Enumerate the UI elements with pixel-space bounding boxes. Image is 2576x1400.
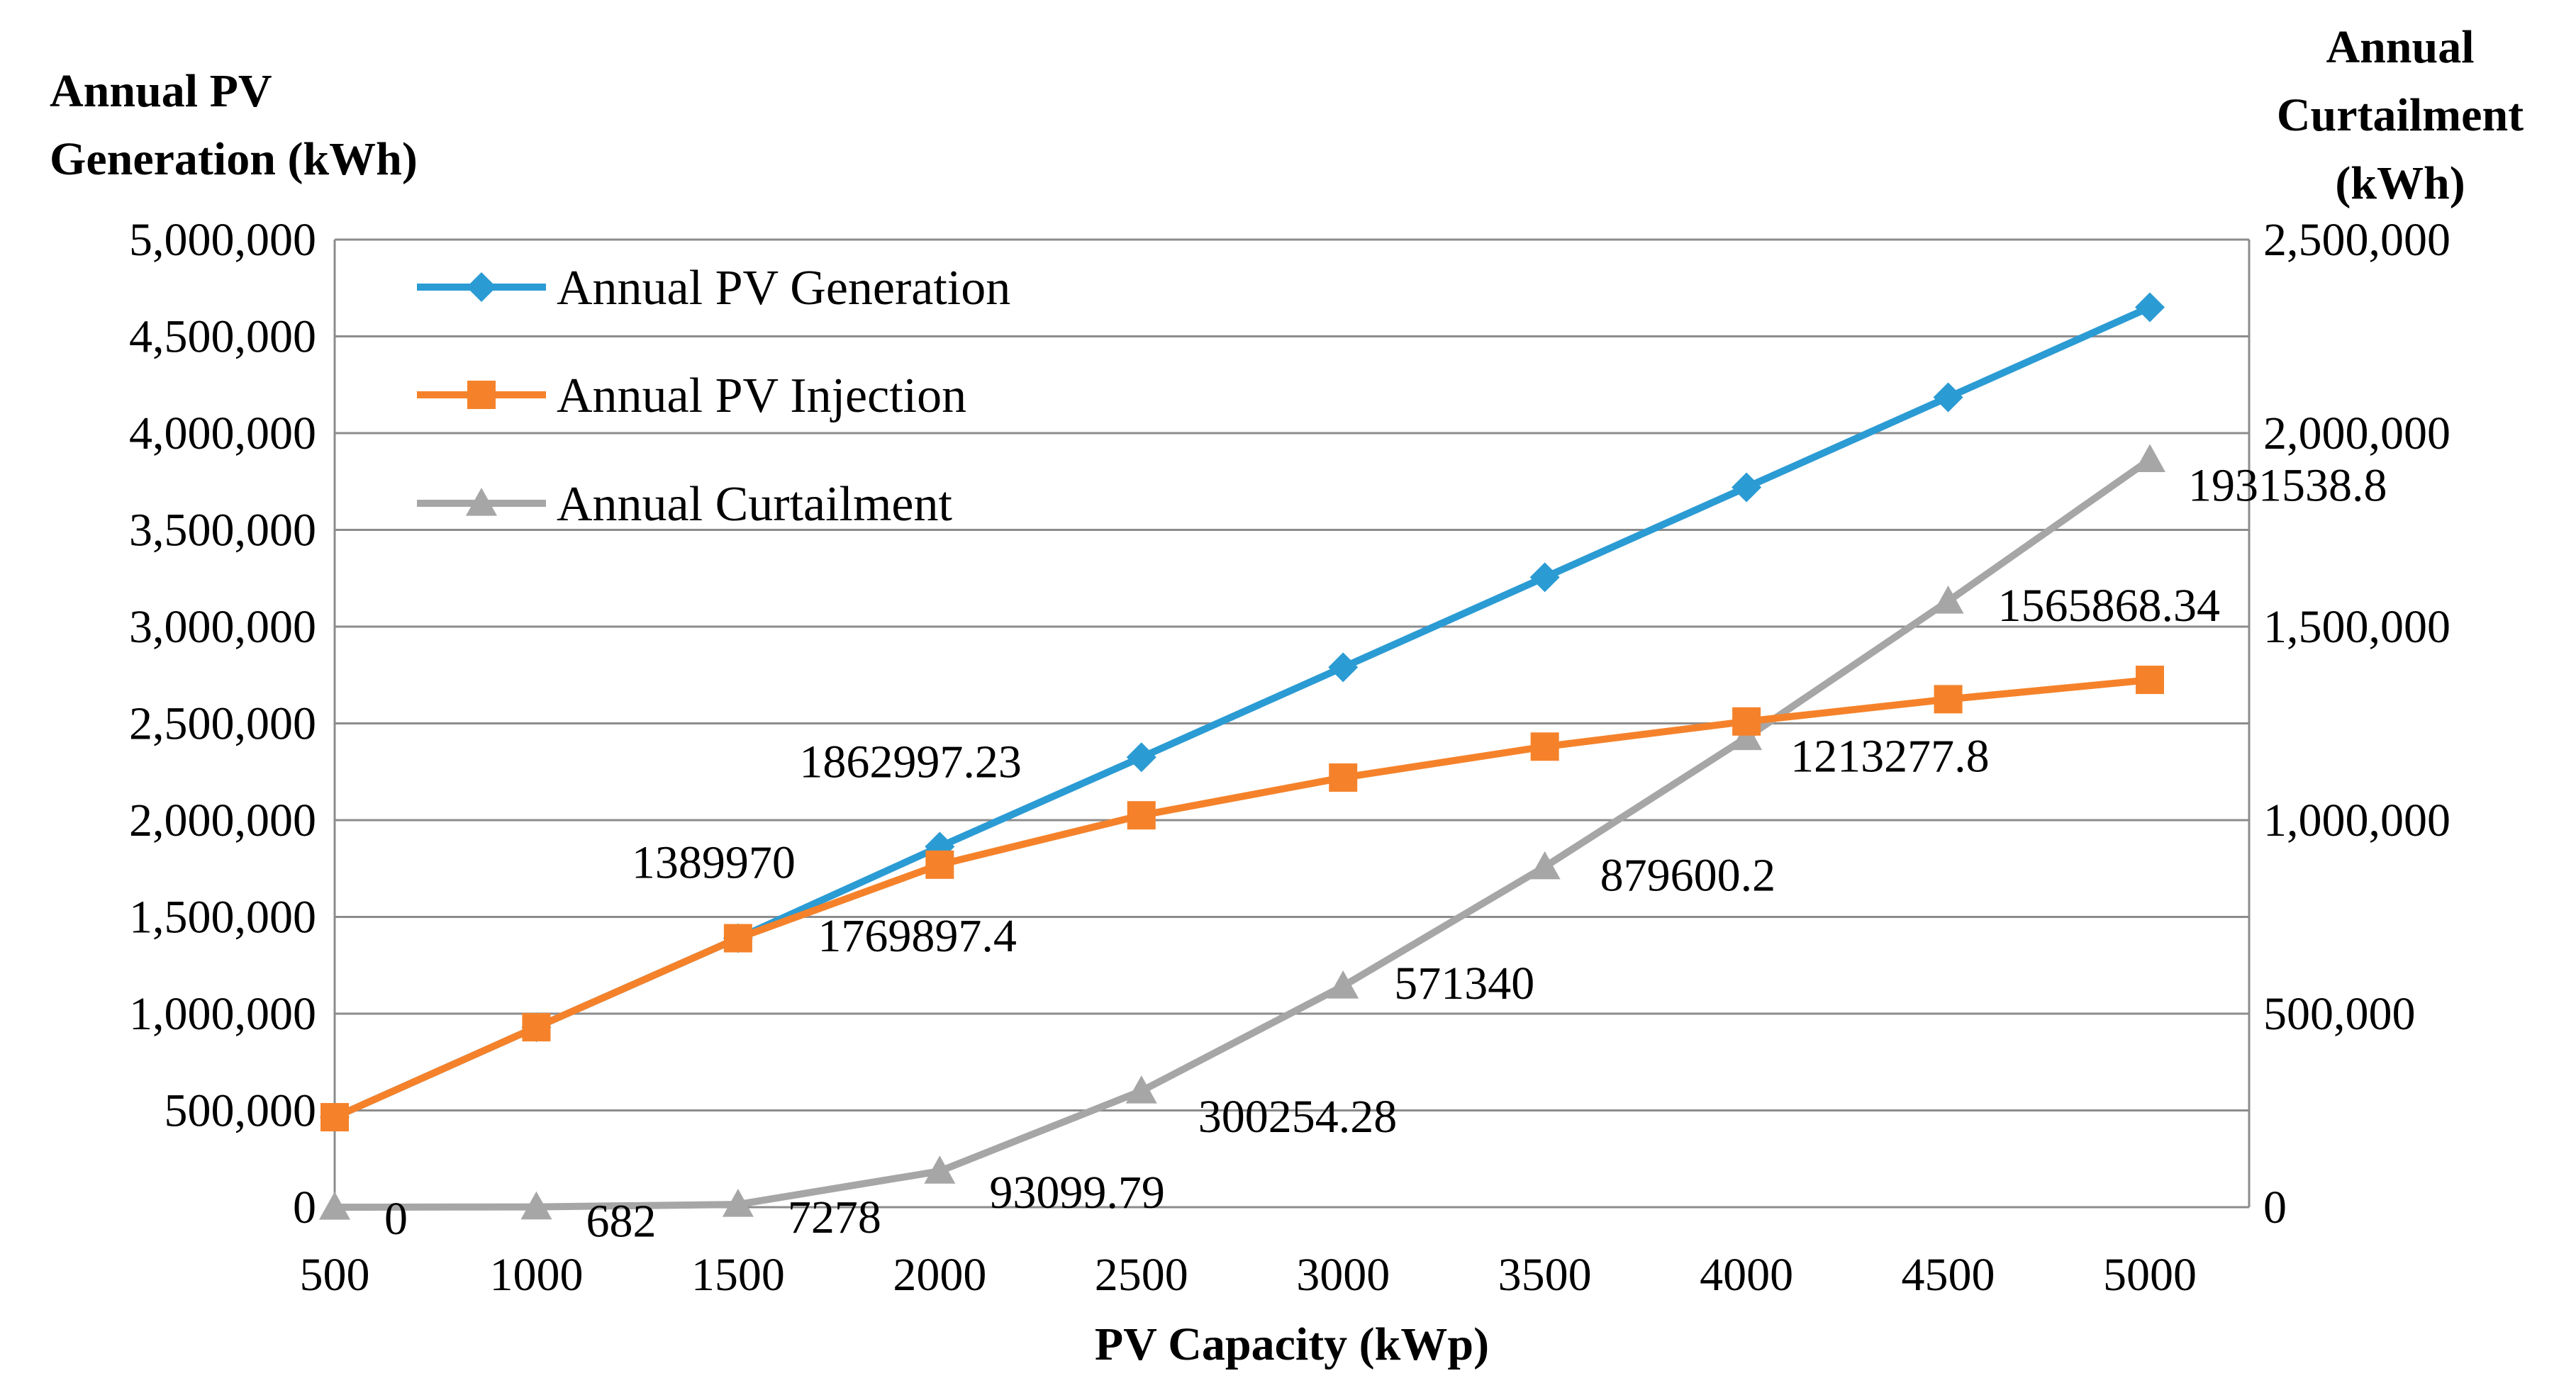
y-left-tick-label: 4,000,000 <box>129 408 316 459</box>
y-right-tick-label: 2,500,000 <box>2263 214 2450 266</box>
annual-pv-injection-line <box>333 676 2151 1121</box>
y-left-tick-label: 3,500,000 <box>129 505 316 556</box>
y-left-tick-label: 3,000,000 <box>129 601 316 653</box>
annual-pv-injection-point <box>320 1103 349 1132</box>
data-labels: 0 682 7278 93099.79 300254.28 571340 879600.2 1… <box>384 459 2387 1247</box>
x-tick-label: 2500 <box>1095 1249 1188 1301</box>
annual-curtailment-point <box>1327 970 1359 999</box>
y-right-axis-title: Annual <box>2326 21 2474 73</box>
y-right-tick-label: 1,500,000 <box>2263 601 2450 653</box>
x-tick-label: 3000 <box>1296 1249 1390 1301</box>
legend-annual-pv-generation-label: Annual PV Generation <box>557 261 1010 315</box>
tick-labels: 0 500,000 1,000,000 1,500,000 2,000,000 2,500… <box>129 214 2450 1301</box>
x-tick-label: 2000 <box>893 1249 986 1301</box>
data-label: 1213277.8 <box>1790 731 1990 783</box>
x-tick-label: 1000 <box>489 1249 583 1301</box>
annual-pv-injection-point <box>1127 801 1156 830</box>
data-label: 571340 <box>1394 958 1534 1009</box>
data-label: 0 <box>384 1193 408 1245</box>
legend-annual-pv-generation-marker <box>467 272 496 302</box>
data-label: 1862997.23 <box>799 736 1022 788</box>
data-label: 93099.79 <box>989 1167 1165 1219</box>
annual-curtailment-point <box>2134 444 2165 472</box>
y-right-tick-label: 0 <box>2263 1182 2287 1233</box>
legend-annual-pv-injection-marker <box>467 381 496 409</box>
data-label: 300254.28 <box>1198 1091 1398 1143</box>
y-left-tick-label: 5,000,000 <box>129 214 316 266</box>
axis-titles: PV Capacity (kWp) Annual PV Generation (kW… <box>50 21 2524 1370</box>
annual-curtailment-point <box>1529 851 1561 880</box>
annual-curtailment-point <box>924 1155 956 1184</box>
legend-annual-curtailment-label: Annual Curtailment <box>557 477 953 532</box>
x-tick-label: 500 <box>300 1249 370 1301</box>
x-tick-label: 5000 <box>2103 1249 2197 1301</box>
annual-curtailment-point <box>1731 722 1763 751</box>
x-tick-label: 4000 <box>1700 1249 1793 1301</box>
y-right-axis-title: (kWh) <box>2335 157 2465 209</box>
y-left-tick-label: 2,500,000 <box>129 698 316 750</box>
annual-pv-generation-point <box>1328 652 1359 683</box>
annual-pv-injection-point <box>1329 763 1358 792</box>
y-left-axis-title: Generation (kWh) <box>50 133 418 185</box>
annual-curtailment-point <box>1125 1075 1157 1104</box>
data-label: 1389970 <box>632 837 796 889</box>
x-tick-label: 4500 <box>1902 1249 1995 1301</box>
annual-curtailment-point <box>1932 586 1964 614</box>
gridlines <box>335 238 2249 1209</box>
y-left-tick-label: 500,000 <box>165 1085 317 1137</box>
series-layer <box>319 292 2165 1220</box>
annual-pv-generation-point <box>1933 382 1963 413</box>
y-left-tick-label: 1,500,000 <box>129 892 316 943</box>
annual-pv-injection-point <box>723 924 752 953</box>
annual-pv-injection-point <box>2136 666 2164 695</box>
data-label: 682 <box>586 1196 656 1248</box>
x-tick-label: 1500 <box>691 1249 785 1301</box>
x-axis-title: PV Capacity (kWp) <box>1095 1318 1489 1370</box>
data-label: 7278 <box>788 1192 881 1243</box>
annual-pv-injection-point <box>522 1013 551 1042</box>
annual-pv-injection-point <box>1732 707 1761 736</box>
y-left-axis-title: Annual PV <box>50 65 272 117</box>
y-right-tick-label: 500,000 <box>2263 988 2416 1040</box>
annual-pv-injection-point <box>925 850 954 879</box>
annual-pv-generation-point <box>1732 472 1762 503</box>
data-label: 1565868.34 <box>1998 580 2221 632</box>
y-right-tick-label: 1,000,000 <box>2263 795 2450 846</box>
annual-pv-generation-point <box>1529 562 1560 593</box>
annual-pv-injection-point <box>1934 685 1963 714</box>
annual-pv-generation-point <box>1126 742 1156 773</box>
y-right-axis-title: Curtailment <box>2277 89 2524 141</box>
y-left-tick-label: 2,000,000 <box>129 795 316 846</box>
legend: Annual PV Generation Annual PV Injection A… <box>417 261 1010 532</box>
annual-pv-injection-point <box>1530 732 1559 761</box>
annual-curtailment-point <box>319 1192 350 1220</box>
x-tick-label: 3500 <box>1498 1249 1592 1301</box>
annual-curtailment-line <box>334 457 2152 1211</box>
legend-annual-pv-injection-label: Annual PV Injection <box>557 369 966 423</box>
y-left-tick-label: 0 <box>293 1182 316 1233</box>
data-label: 1769897.4 <box>818 910 1017 962</box>
legend-annual-curtailment-marker <box>466 488 497 516</box>
data-label: 1931538.8 <box>2188 459 2387 511</box>
annual-pv-generation-point <box>2135 292 2165 323</box>
annual-curtailment-point <box>722 1189 754 1217</box>
annual-curtailment-point <box>520 1191 552 1220</box>
data-label: 879600.2 <box>1600 850 1776 902</box>
y-left-tick-label: 4,500,000 <box>129 311 316 363</box>
y-left-tick-label: 1,000,000 <box>129 988 316 1040</box>
y-right-tick-label: 2,000,000 <box>2263 408 2450 459</box>
